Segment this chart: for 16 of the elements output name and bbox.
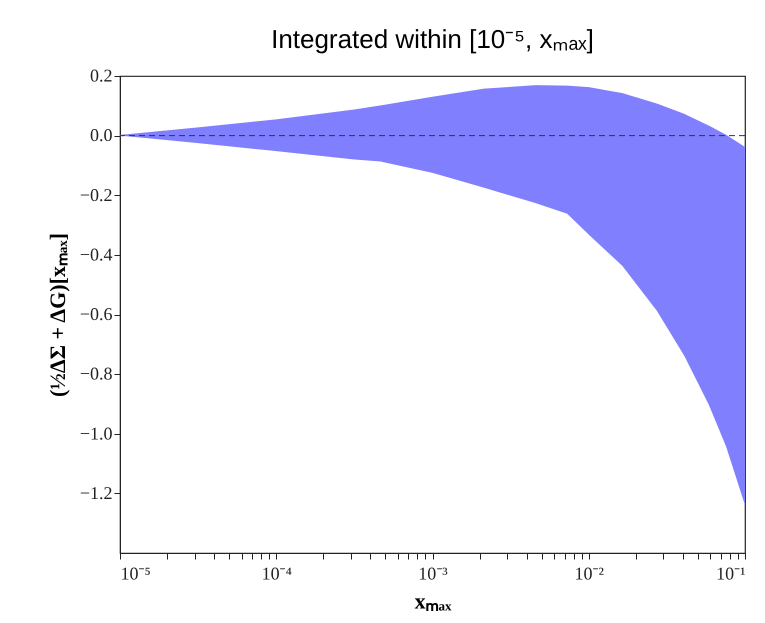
x-tick-label: 10⁻³ xyxy=(418,564,448,584)
y-tick-label: −1.0 xyxy=(80,423,112,444)
chart-title: Integrated within [10⁻⁵, xₘₐₓ] xyxy=(271,24,594,54)
x-axis-title: xₘₐₓ xyxy=(414,588,452,614)
y-tick-label: 0.0 xyxy=(90,125,112,146)
y-tick-label: 0.2 xyxy=(90,66,112,86)
x-tick-label: 10⁻¹ xyxy=(716,564,746,584)
y-tick-label: −1.2 xyxy=(80,482,112,503)
y-tick-label: −0.8 xyxy=(80,364,112,384)
y-tick-label: −0.2 xyxy=(80,184,112,205)
y-tick-label: −0.6 xyxy=(80,304,112,324)
x-tick-label: 10⁻⁵ xyxy=(120,564,151,584)
y-tick-label: −0.4 xyxy=(80,244,112,264)
x-tick-label: 10⁻⁴ xyxy=(262,564,292,584)
x-tick-label: 10⁻² xyxy=(574,564,604,584)
y-axis-title: (½ΔΣ + ΔG)[xₘₐₓ] xyxy=(44,233,70,397)
